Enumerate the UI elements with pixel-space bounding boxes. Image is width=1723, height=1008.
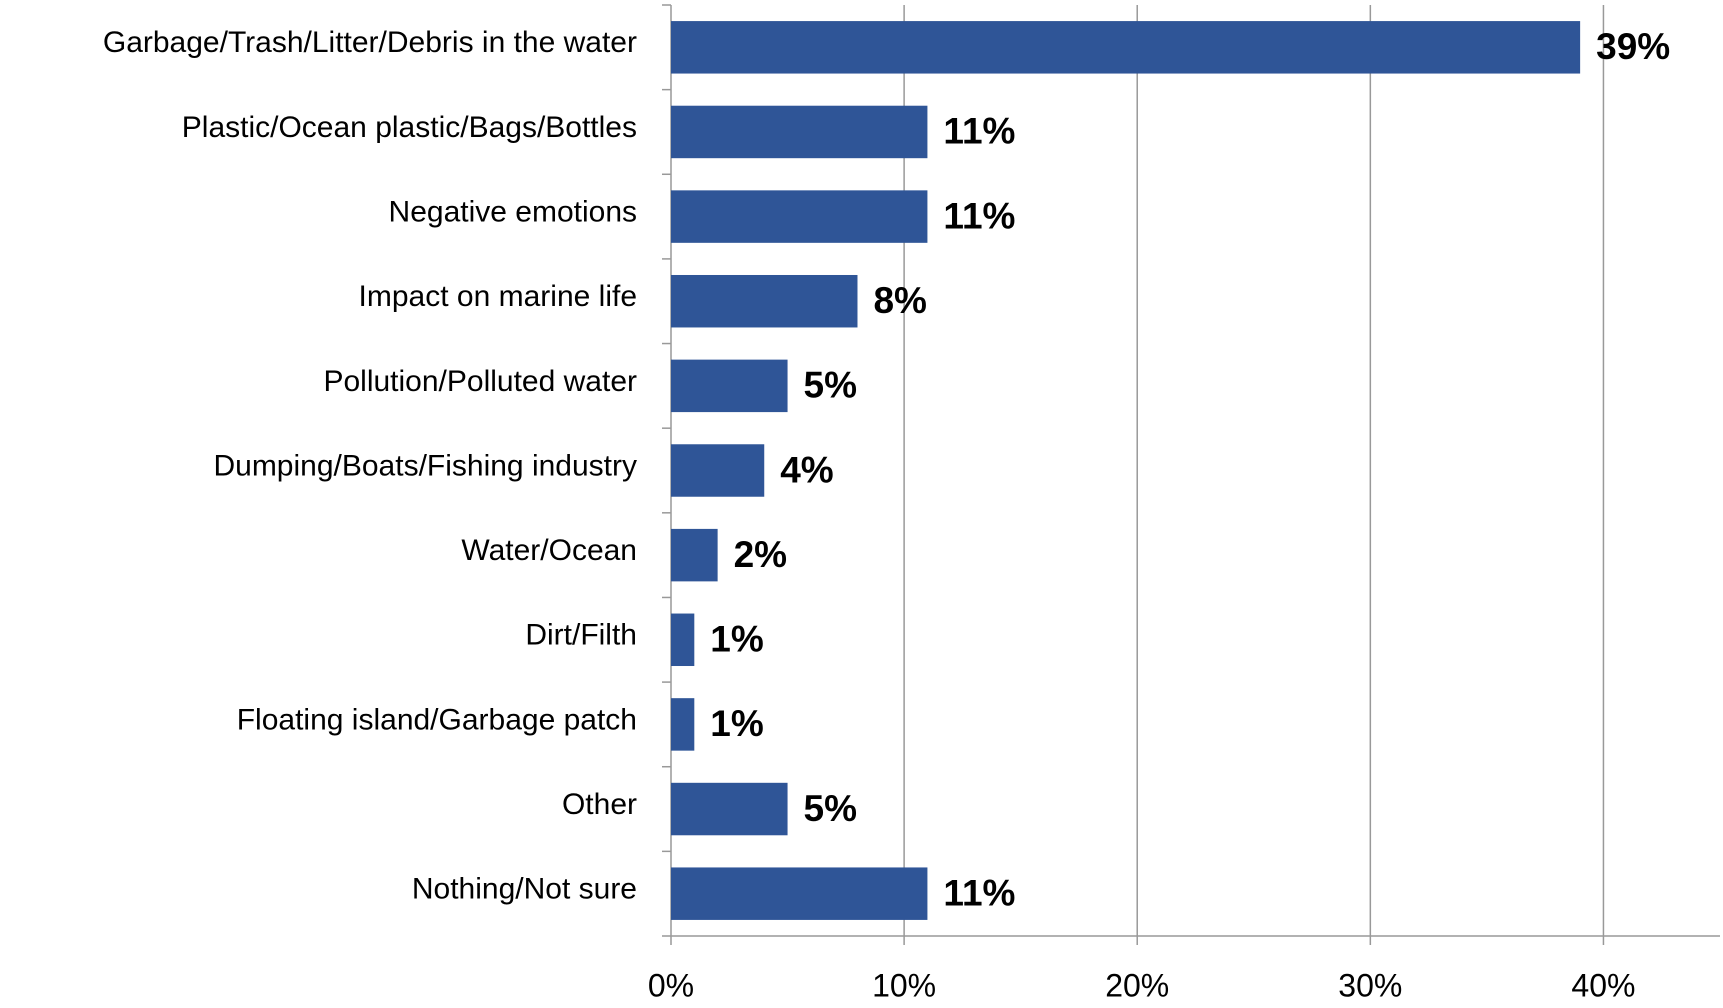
value-label: 1% — [710, 619, 763, 660]
x-tick-label: 10% — [872, 967, 936, 1003]
category-label: Water/Ocean — [461, 534, 637, 567]
bar — [671, 105, 928, 159]
category-label: Nothing/Not sure — [412, 873, 637, 906]
x-tick-label: 30% — [1338, 967, 1402, 1003]
bar — [671, 613, 695, 667]
value-label: 5% — [804, 365, 857, 406]
x-tick-label: 40% — [1571, 967, 1635, 1003]
bar — [671, 190, 928, 243]
bar — [671, 867, 928, 920]
category-label: Impact on marine life — [359, 280, 637, 313]
category-label: Negative emotions — [389, 196, 637, 229]
category-label: Floating island/Garbage patch — [237, 703, 637, 736]
bar — [671, 698, 695, 751]
value-label: 8% — [873, 280, 926, 321]
value-label: 5% — [804, 788, 857, 829]
category-label: Garbage/Trash/Litter/Debris in the water — [103, 26, 637, 59]
value-label: 2% — [734, 534, 787, 575]
bar — [671, 359, 788, 413]
category-label: Dirt/Filth — [525, 619, 637, 652]
value-label: 39% — [1596, 26, 1670, 67]
value-label: 4% — [780, 449, 833, 490]
category-label: Plastic/Ocean plastic/Bags/Bottles — [182, 111, 637, 144]
category-label: Other — [562, 788, 637, 821]
x-tick-label: 20% — [1105, 967, 1169, 1003]
bar — [671, 21, 1581, 74]
category-label: Pollution/Polluted water — [323, 365, 637, 398]
bar — [671, 444, 765, 497]
x-tick-label: 0% — [648, 967, 694, 1003]
bar — [671, 782, 788, 836]
bar — [671, 528, 718, 582]
category-label: Dumping/Boats/Fishing industry — [213, 449, 637, 482]
value-label: 11% — [943, 195, 1015, 236]
value-label: 11% — [943, 111, 1015, 152]
bar — [671, 274, 858, 328]
value-label: 1% — [710, 703, 763, 744]
value-label: 11% — [943, 872, 1015, 913]
